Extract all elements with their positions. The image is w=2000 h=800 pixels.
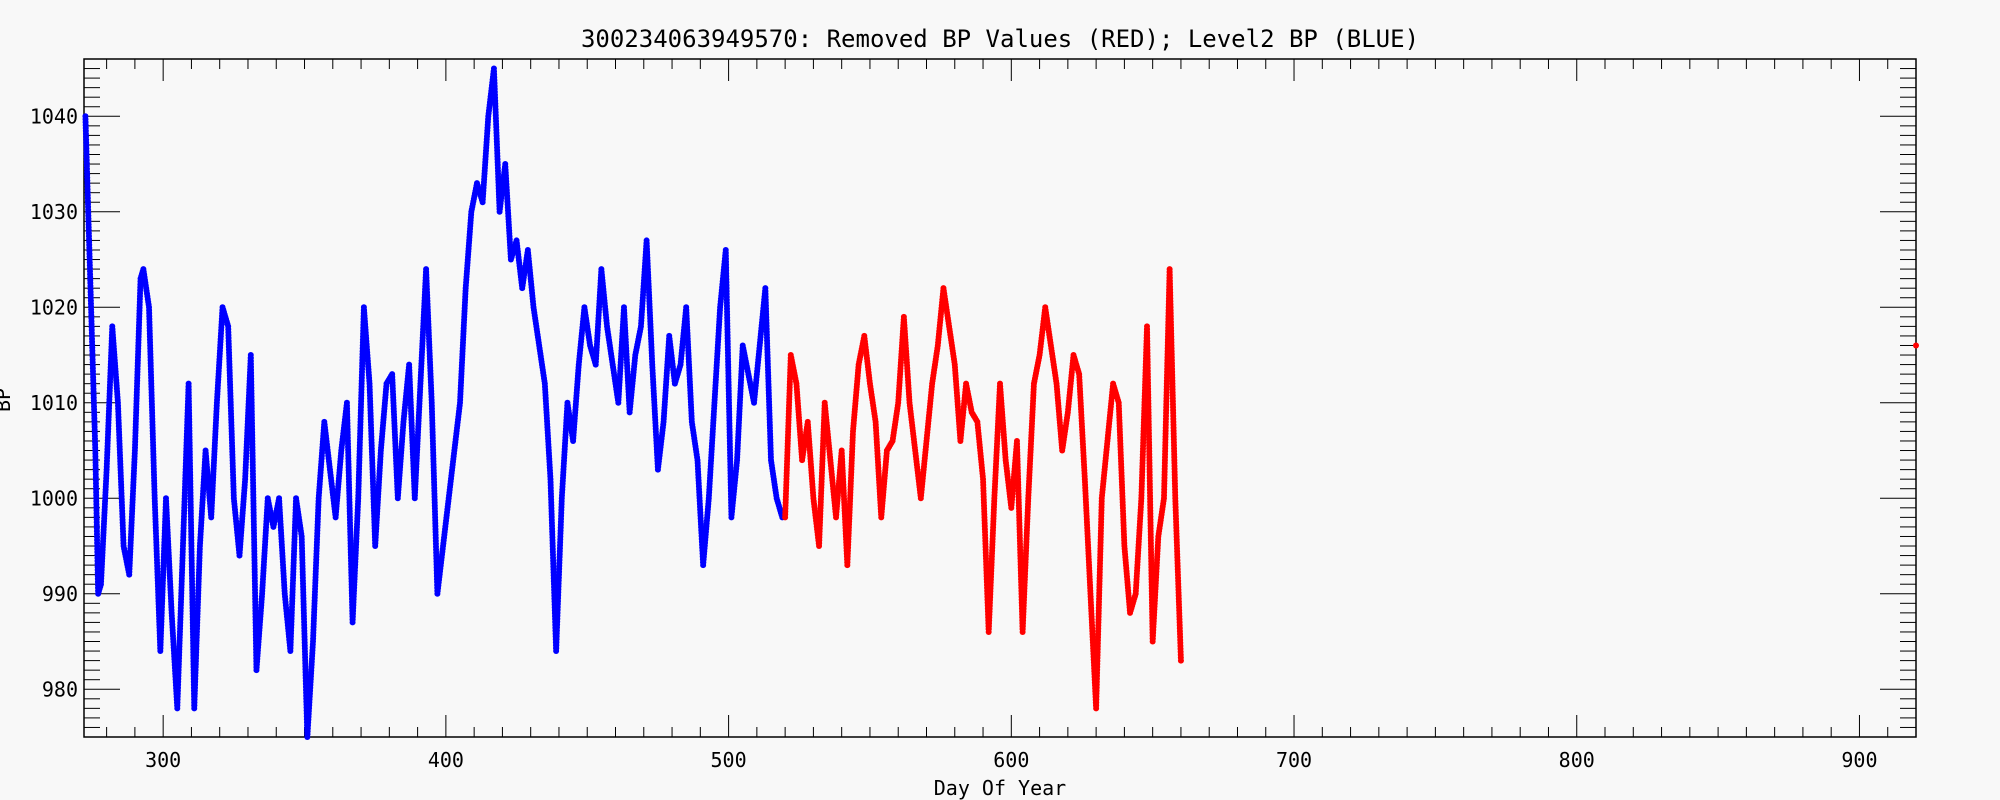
x-tick-label: 300 (145, 748, 181, 772)
axis-ticks (84, 58, 1917, 738)
y-tick-label: 1020 (30, 295, 78, 319)
y-tick-label: 1040 (30, 104, 78, 128)
y-axis-label: BP (0, 388, 15, 412)
x-tick-label: 700 (1276, 748, 1312, 772)
y-tick-label: 1010 (30, 391, 78, 415)
y-tick-label: 980 (42, 677, 78, 701)
plot-frame (83, 58, 1917, 738)
chart-title: 300234063949570: Removed BP Values (RED)… (581, 25, 1419, 53)
x-tick-label: 600 (993, 748, 1029, 772)
x-tick-label: 800 (1559, 748, 1595, 772)
x-tick-label: 400 (428, 748, 464, 772)
y-tick-label: 990 (42, 582, 78, 606)
data-points (82, 65, 1919, 740)
x-tick-label: 900 (1841, 748, 1877, 772)
axis-tick-labels: 300 400 500 600 700 800 900 980 990 1000 1010 1020 1… (30, 104, 1878, 772)
x-axis-label: Day Of Year (934, 776, 1066, 800)
series-removed-bp (782, 266, 1919, 712)
x-tick-label: 500 (711, 748, 747, 772)
y-tick-label: 1030 (30, 200, 78, 224)
series-level2-bp (82, 65, 786, 740)
y-tick-label: 1000 (30, 486, 78, 510)
